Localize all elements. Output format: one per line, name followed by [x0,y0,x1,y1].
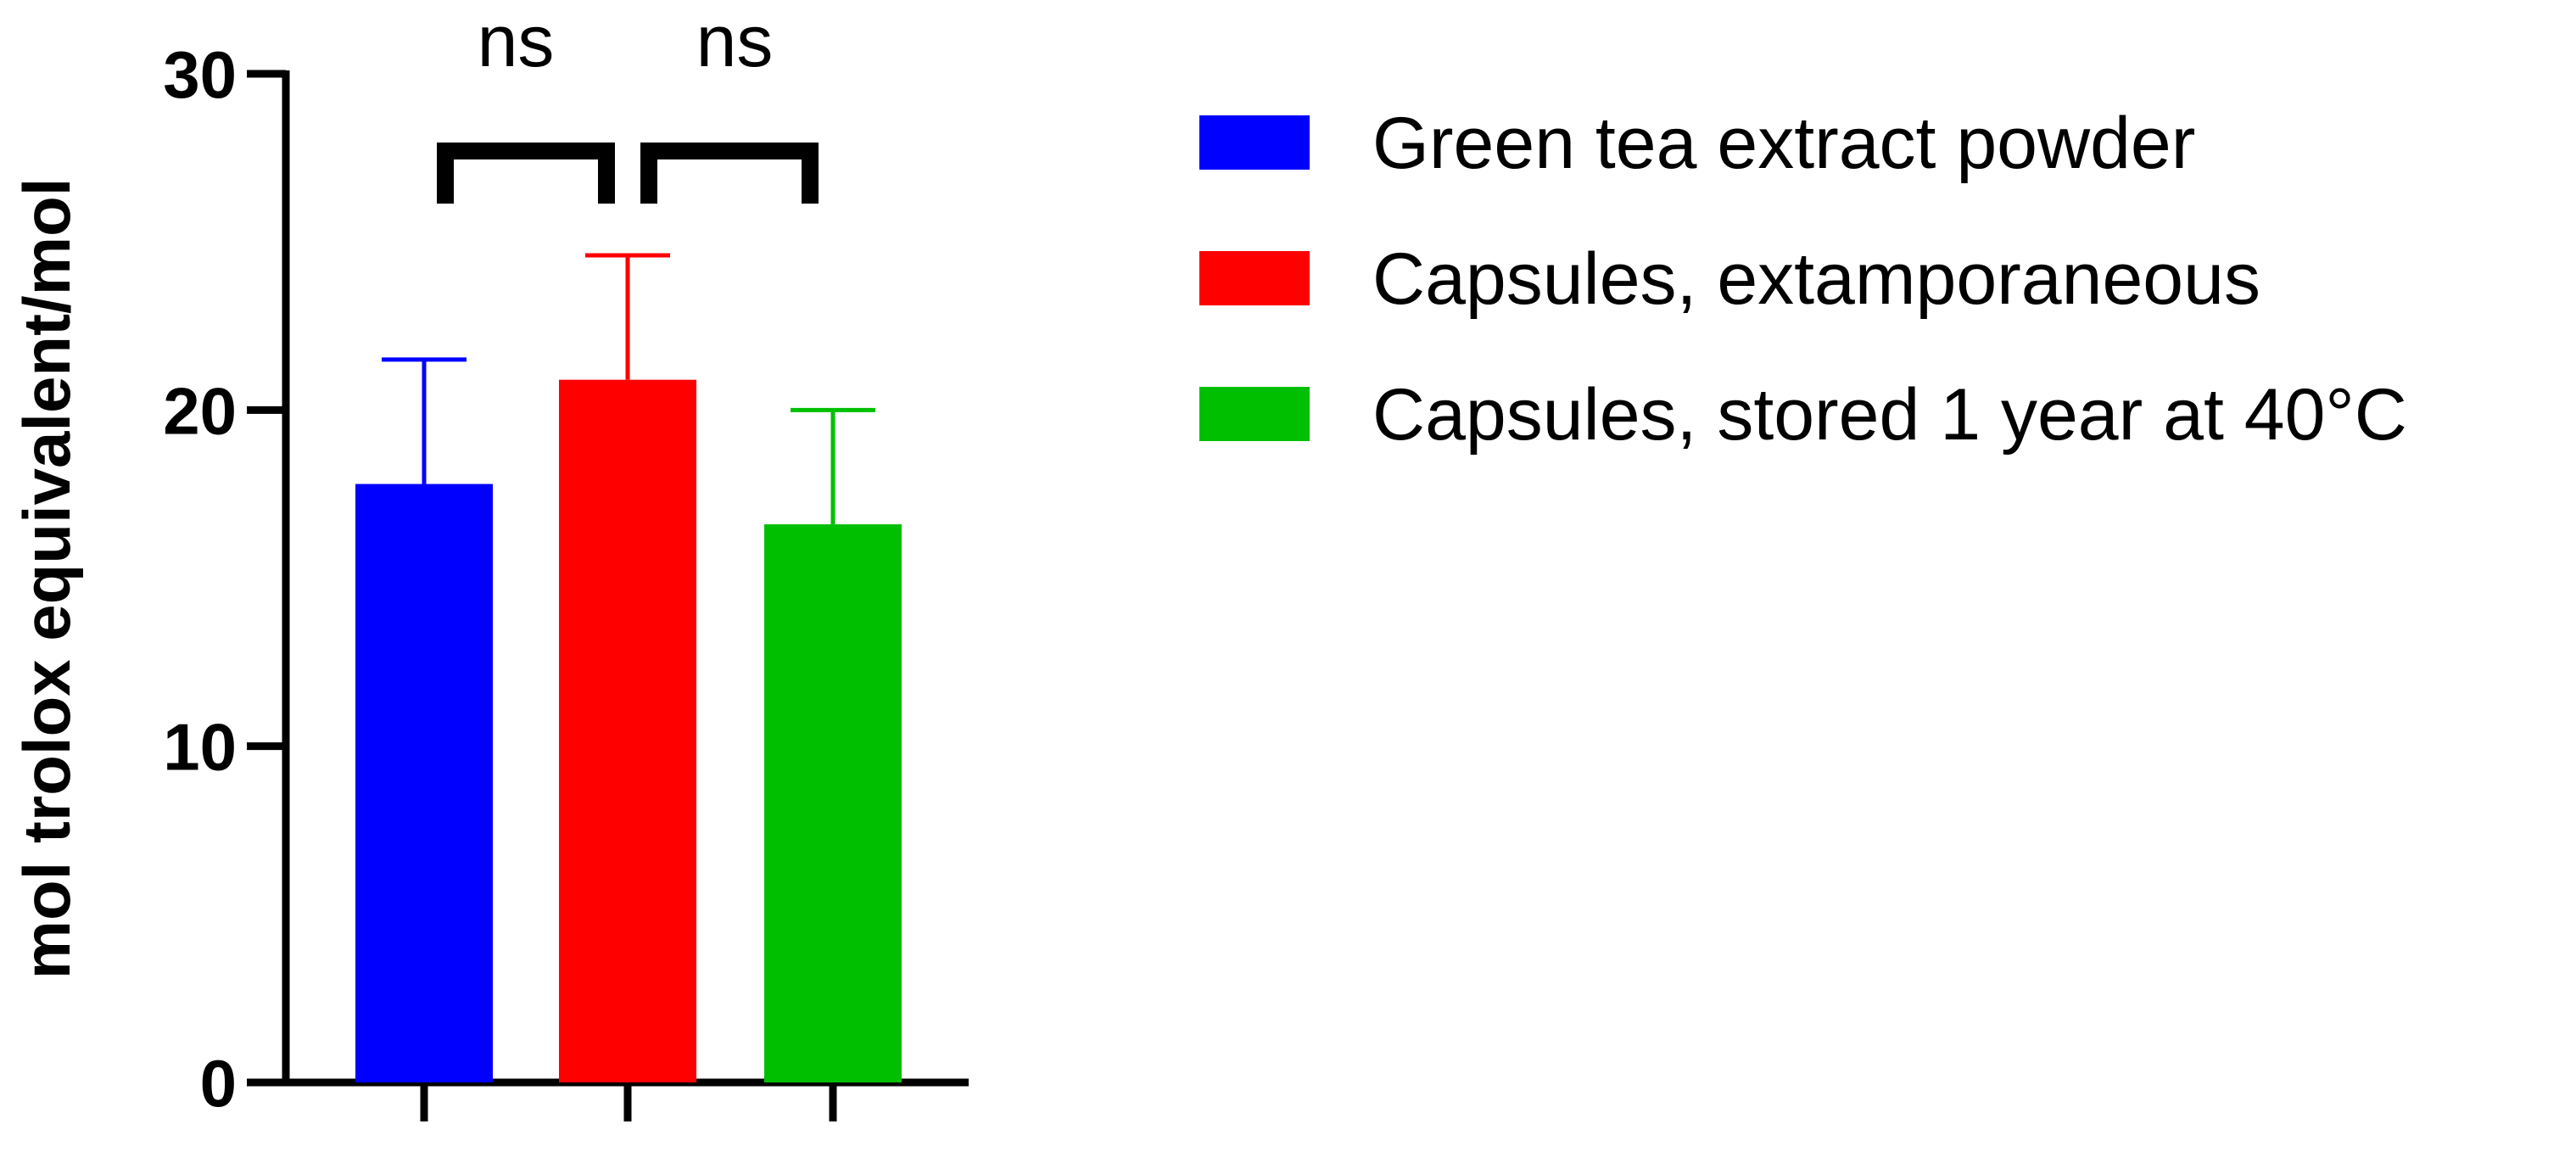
significance-brackets: ns ns [437,1,819,204]
y-tick-label: 0 [200,1046,237,1121]
y-axis-label: mol trolox equivalent/mol [9,178,84,980]
y-tick-label: 20 [163,373,237,448]
significance-label: ns [478,1,555,82]
bars [355,379,902,1082]
significance-label: ns [696,1,774,82]
legend-swatch [1199,251,1310,305]
legend-swatch [1199,387,1310,441]
bar [355,484,493,1082]
legend-label: Green tea extract powder [1372,103,2195,184]
bar [764,524,902,1082]
significance-bracket [437,143,615,204]
bar [559,379,696,1082]
y-tick-label: 10 [163,710,237,785]
error-bars [382,253,875,525]
legend-swatch [1199,115,1310,170]
legend-label: Capsules, extamporaneous [1372,238,2260,320]
y-tick-label: 30 [163,37,237,112]
significance-bracket [640,143,819,204]
legend: Green tea extract powder Capsules, extamp… [1199,103,2407,456]
legend-label: Capsules, stored 1 year at 40°C [1372,374,2407,456]
